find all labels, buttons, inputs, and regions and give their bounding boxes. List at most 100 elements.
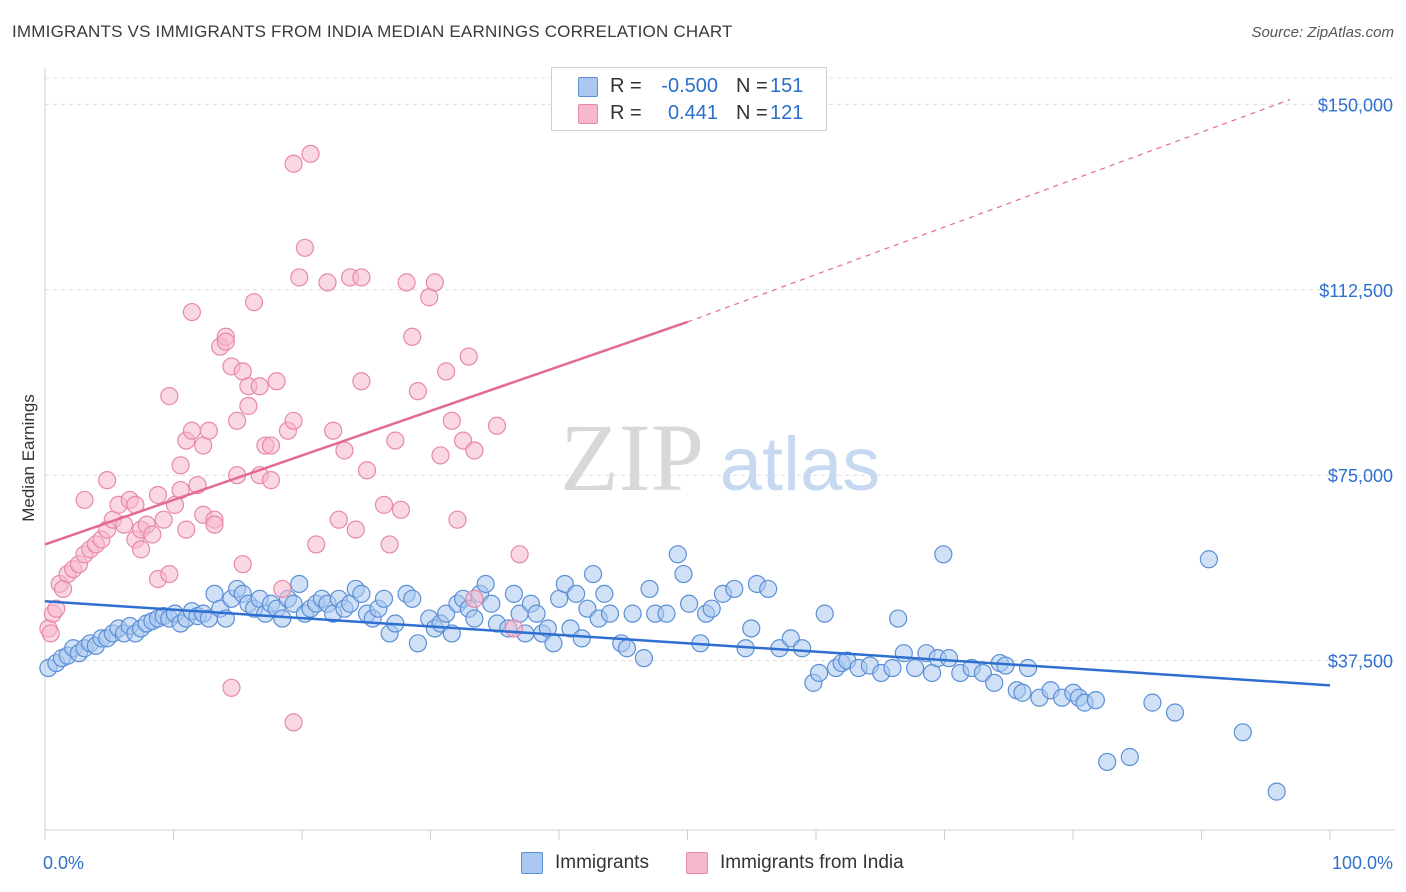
- scatter-point: [408, 382, 427, 401]
- scatter-point: [487, 416, 507, 435]
- scatter-point: [228, 411, 247, 430]
- scatter-point: [75, 490, 94, 510]
- scatter-point: [182, 302, 201, 322]
- legend-r-label: R =: [610, 102, 642, 124]
- scatter-point: [939, 649, 959, 668]
- scatter-point: [504, 619, 524, 638]
- scatter-point: [1013, 683, 1032, 702]
- y-tick-label: $112,500: [1319, 281, 1393, 301]
- scatter-point: [504, 584, 524, 603]
- scatter-point: [273, 579, 292, 599]
- x-tick-label-end: 100.0%: [1332, 853, 1393, 873]
- scatter-point: [459, 347, 478, 366]
- legend-r-value: 0.441: [667, 102, 718, 124]
- bottom-legend-swatch-india: [686, 852, 708, 874]
- scatter-point: [668, 545, 687, 564]
- scatter-point: [465, 609, 484, 628]
- scatter-point: [171, 456, 190, 475]
- scatter-point: [510, 545, 529, 564]
- scatter-point: [623, 604, 642, 623]
- scatter-point: [216, 332, 235, 351]
- scatter-point: [448, 510, 467, 529]
- scatter-point: [290, 268, 309, 287]
- legend-n-value: 151: [770, 75, 804, 97]
- legend-r-value: -0.500: [661, 75, 718, 97]
- scatter-point: [284, 154, 303, 173]
- scatter-point: [244, 293, 264, 312]
- y-tick-label: $37,500: [1328, 652, 1393, 672]
- scatter-point: [295, 238, 314, 257]
- scatter-point: [476, 574, 495, 594]
- scatter-point: [600, 604, 620, 623]
- scatter-point: [985, 673, 1004, 692]
- scatter-point: [41, 624, 60, 643]
- scatter-point: [131, 540, 151, 559]
- trend-line-immigrants: [44, 600, 1331, 687]
- scatter-point: [1267, 782, 1286, 801]
- scatter-point: [205, 515, 224, 534]
- bottom-legend-label: Immigrants: [555, 852, 649, 873]
- scatter-point: [374, 589, 394, 608]
- y-tick-label: $75,000: [1328, 466, 1393, 486]
- scatter-point: [182, 421, 201, 440]
- scatter-point: [883, 658, 902, 678]
- scatter-point: [442, 411, 461, 430]
- legend-n-label: N =: [736, 75, 768, 97]
- scatter-point: [284, 713, 303, 732]
- tick-labels: $37,500 $75,000 $112,500 $150,000 0.0% 100.0%: [43, 95, 1393, 873]
- scatter-point: [261, 471, 281, 490]
- scatter-point: [290, 574, 309, 594]
- source-label: Source: ZipAtlas.com: [1251, 24, 1394, 41]
- scatter-point: [725, 579, 744, 599]
- scatter-point: [674, 564, 693, 584]
- scatter-point: [1086, 691, 1106, 710]
- scatter-point: [267, 372, 286, 391]
- scatter-point: [1199, 550, 1219, 569]
- scatter-point: [572, 629, 591, 648]
- scatter-point: [307, 535, 326, 554]
- scatter-point: [408, 634, 427, 653]
- scatter-point: [742, 619, 761, 638]
- axes: [44, 68, 1395, 840]
- trend-line-india-extension: [687, 98, 1291, 323]
- scatter-point: [357, 461, 377, 480]
- scatter-point: [809, 663, 829, 683]
- legend-row-immigrants: R = -0.500 N = 151: [552, 74, 826, 100]
- watermark: ZIP atlas: [560, 404, 880, 511]
- scatter-point: [261, 436, 281, 455]
- scatter-point: [301, 144, 320, 163]
- scatter-point: [1018, 658, 1038, 678]
- scatter-point: [702, 599, 721, 618]
- scatter-point: [617, 639, 637, 658]
- scatter-point: [233, 555, 252, 574]
- scatter-point: [374, 495, 394, 514]
- scatter-point: [148, 485, 168, 505]
- scatter-point: [1233, 723, 1252, 742]
- watermark-zip: ZIP: [560, 404, 704, 511]
- scatter-point: [352, 584, 371, 603]
- scatter-point: [815, 604, 834, 623]
- scatter-point: [160, 387, 179, 406]
- scatter-point: [143, 525, 162, 544]
- scatter-point: [239, 396, 258, 416]
- scatter-point: [386, 431, 405, 450]
- scatter-point: [1143, 693, 1162, 712]
- scatter-point: [894, 644, 913, 663]
- scatter-point: [544, 634, 563, 653]
- stats-legend: R = -0.500 N = 151 R = 0.441 N = 121: [551, 67, 827, 131]
- scatter-point: [1165, 703, 1185, 722]
- legend-row-india: R = 0.441 N = 121: [552, 101, 826, 127]
- scatter-point: [98, 471, 117, 490]
- scatter-point: [437, 362, 456, 381]
- scatter-point: [397, 273, 416, 292]
- scatter-point: [640, 579, 659, 599]
- bottom-legend-label: Immigrants from India: [720, 852, 904, 873]
- trend-line-india: [44, 320, 688, 546]
- legend-n-label: N =: [736, 102, 768, 124]
- scatter-point: [250, 377, 269, 396]
- y-axis-label: Median Earnings: [19, 394, 38, 522]
- scatter-point: [1120, 747, 1139, 767]
- chart-title: IMMIGRANTS VS IMMIGRANTS FROM INDIA MEDI…: [12, 22, 733, 41]
- series-immigrants-points: [39, 545, 1286, 801]
